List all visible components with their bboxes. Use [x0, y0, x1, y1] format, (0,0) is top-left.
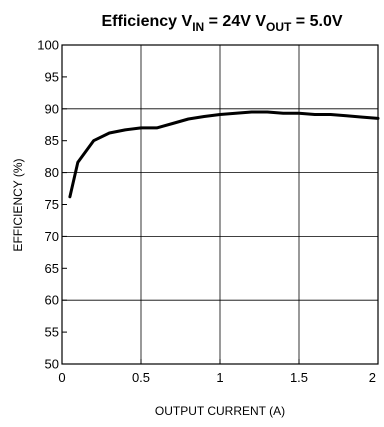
chart-title-end: = 5.0V: [291, 13, 342, 30]
grid-lines: [62, 45, 378, 364]
x-tick-label-0: 0: [58, 370, 65, 385]
chart-title-sub-in: IN: [192, 20, 204, 34]
y-tick-label-1: 55: [45, 325, 59, 340]
x-tick-label-1: 0.5: [132, 370, 150, 385]
y-axis-ticks: 50 55 60 65 70 75 80 85 90 95 100: [37, 38, 67, 372]
chart-title: Efficiency VIN = 24V VOUT = 5.0V: [101, 13, 342, 34]
y-tick-label-6: 80: [45, 165, 59, 180]
x-axis-ticks: 0 0.5 1 1.5 2: [58, 359, 379, 385]
efficiency-series-line: [68, 110, 380, 199]
x-axis-title: OUTPUT CURRENT (A): [155, 404, 285, 418]
y-axis-title: EFFICIENCY (%): [11, 158, 25, 251]
y-tick-label-0: 50: [45, 357, 59, 372]
x-tick-label-4: 2: [369, 370, 376, 385]
y-tick-label-9: 95: [45, 69, 59, 84]
chart-title-sub-out: OUT: [266, 20, 292, 34]
y-tick-label-4: 70: [45, 229, 59, 244]
chart-title-main: Efficiency V: [101, 13, 192, 30]
y-tick-label-8: 90: [45, 101, 59, 116]
y-tick-label-3: 65: [45, 261, 59, 276]
y-tick-label-10: 100: [37, 38, 59, 53]
y-tick-label-5: 75: [45, 197, 59, 212]
chart-title-mid: = 24V V: [204, 13, 266, 30]
x-tick-label-3: 1.5: [290, 370, 308, 385]
x-tick-label-2: 1: [216, 370, 223, 385]
y-tick-label-2: 60: [45, 293, 59, 308]
y-tick-label-7: 85: [45, 133, 59, 148]
